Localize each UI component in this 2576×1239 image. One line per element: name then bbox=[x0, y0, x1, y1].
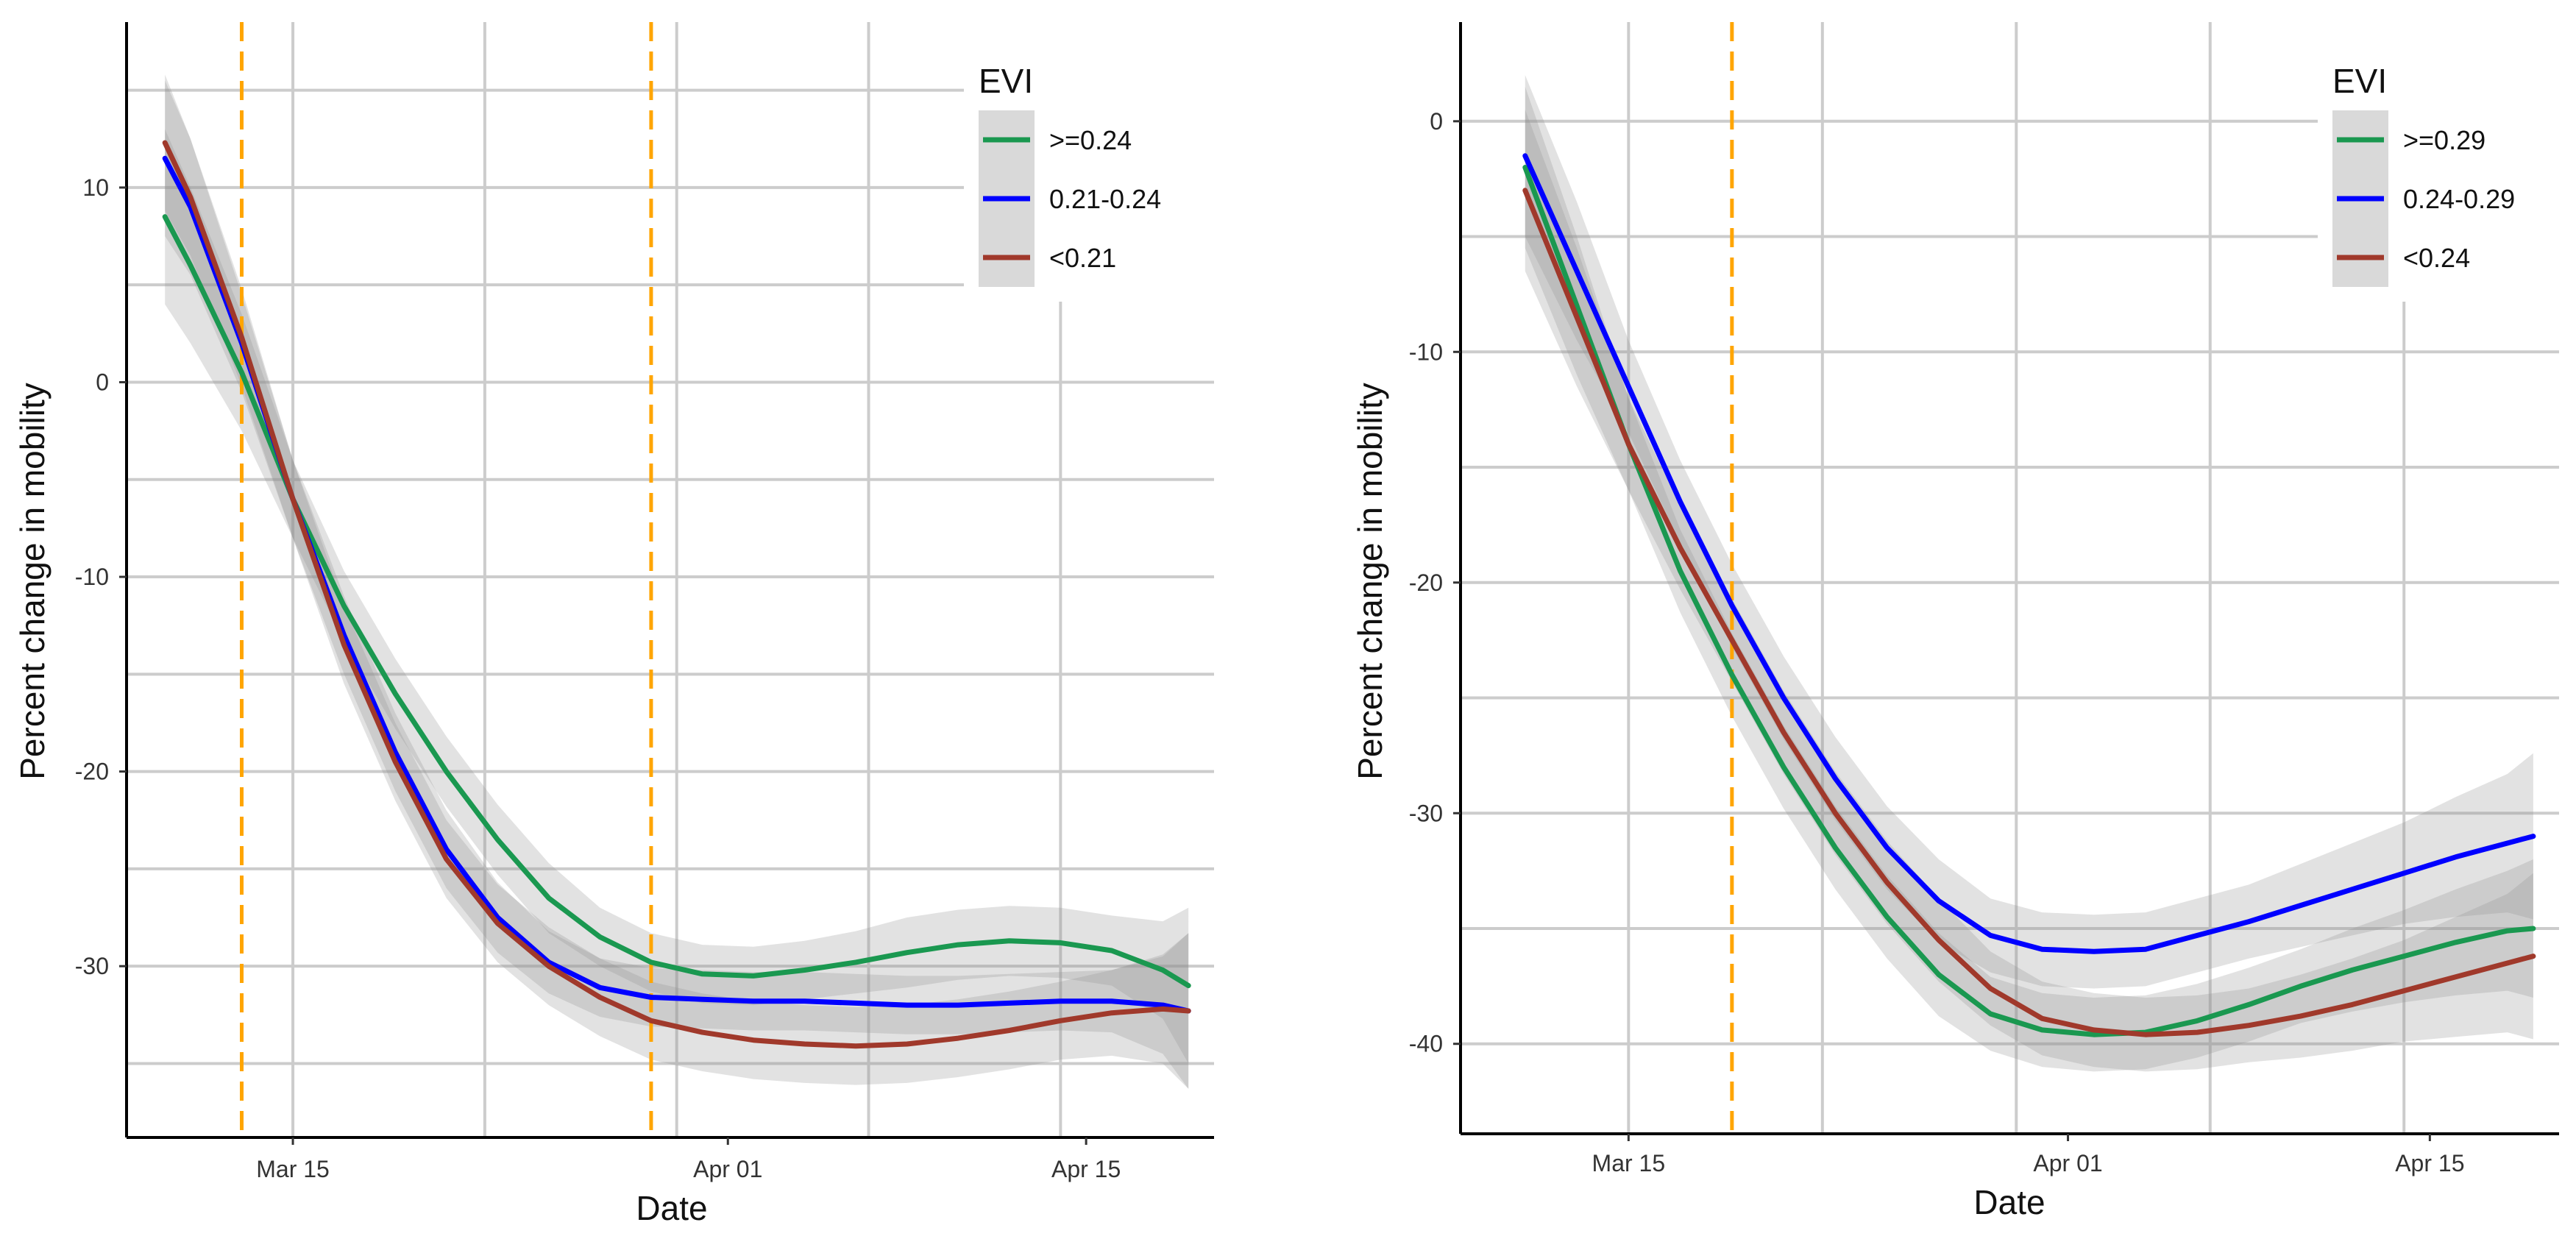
legend-title: EVI bbox=[2332, 62, 2387, 100]
x-tick-label: Mar 15 bbox=[1592, 1150, 1666, 1176]
confidence-band bbox=[165, 74, 1189, 1089]
series-line bbox=[162, 140, 1191, 1049]
y-tick-label: -10 bbox=[75, 564, 109, 590]
confidence-band bbox=[165, 80, 1189, 1089]
confidence-band bbox=[165, 129, 1189, 1064]
x-tick-label: Apr 15 bbox=[2395, 1150, 2464, 1176]
series-line bbox=[162, 214, 1191, 989]
right-chart-panel: 0 -10 -20 -30 -40 Mar 15 Apr 01 Apr 15 Date Perce… bbox=[1351, 22, 2568, 1221]
y-tick-label: -30 bbox=[75, 953, 109, 979]
confidence-band bbox=[1525, 86, 2533, 1072]
legend-title: EVI bbox=[979, 62, 1033, 100]
y-axis-title: Percent change in mobility bbox=[13, 383, 52, 780]
y-tick-label: -30 bbox=[1409, 800, 1443, 826]
y-axis-title: Percent change in mobility bbox=[1351, 383, 1389, 780]
x-tick-label: Apr 01 bbox=[2033, 1150, 2102, 1176]
x-axis-title: Date bbox=[636, 1189, 707, 1227]
y-tick-label: -40 bbox=[1409, 1031, 1443, 1057]
x-tick-label: Mar 15 bbox=[256, 1156, 330, 1182]
legend-label: 0.24-0.29 bbox=[2403, 184, 2515, 214]
y-tick-label: -20 bbox=[75, 759, 109, 785]
series-line bbox=[1522, 165, 2536, 1037]
x-axis-title: Date bbox=[1973, 1183, 2045, 1221]
legend-label: <0.21 bbox=[1049, 243, 1116, 273]
left-chart-panel: 10 0 -10 -20 -30 Mar 15 Apr 01 Apr 15 Date Percen… bbox=[13, 22, 1229, 1227]
series-line bbox=[1522, 188, 2536, 1037]
y-tick-label: 0 bbox=[96, 369, 109, 395]
x-tick-label: Apr 15 bbox=[1051, 1156, 1121, 1182]
y-tick-label: -20 bbox=[1409, 569, 1443, 596]
legend-label: >=0.29 bbox=[2403, 125, 2485, 155]
confidence-band bbox=[1525, 75, 2533, 989]
legend-label: <0.24 bbox=[2403, 243, 2470, 273]
y-tick-label: 10 bbox=[82, 174, 109, 201]
y-tick-label: -10 bbox=[1409, 338, 1443, 365]
y-tick-label: 0 bbox=[1430, 108, 1443, 135]
legend-label: 0.21-0.24 bbox=[1049, 184, 1161, 214]
legend-label: >=0.24 bbox=[1049, 125, 1132, 155]
x-tick-label: Apr 01 bbox=[693, 1156, 762, 1182]
series-line bbox=[1522, 153, 2536, 954]
